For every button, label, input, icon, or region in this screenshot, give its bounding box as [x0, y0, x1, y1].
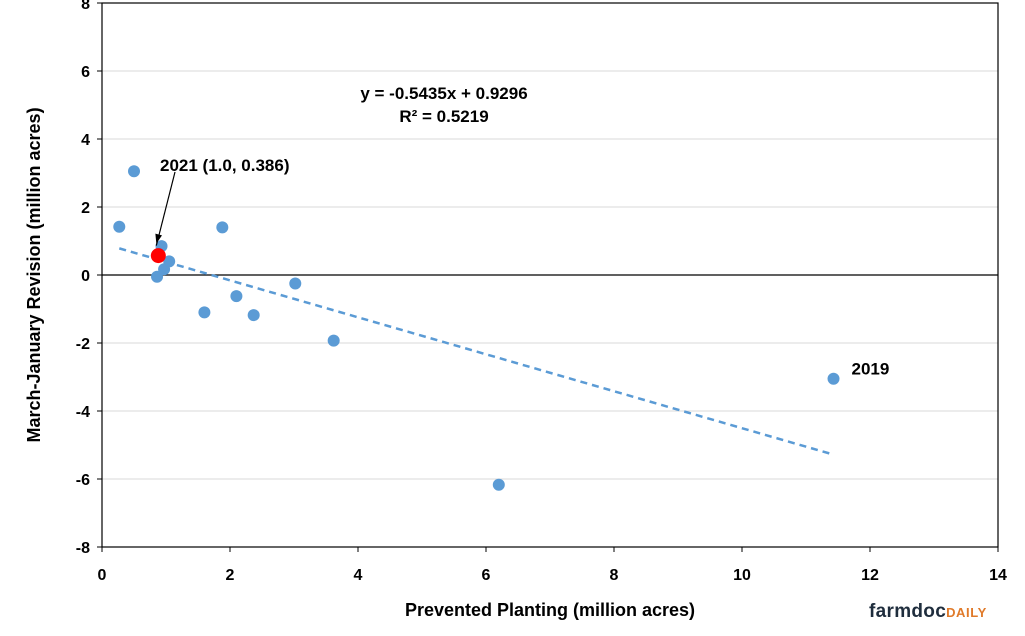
- y-tick-label: 8: [81, 0, 90, 13]
- data-point: [289, 277, 302, 290]
- x-tick-label: 8: [610, 567, 619, 584]
- x-tick-label: 10: [733, 567, 751, 584]
- data-point: [198, 306, 211, 319]
- y-axis-title: March-January Revision (million acres): [24, 107, 44, 442]
- data-point: [163, 255, 176, 268]
- logo-main: farmdoc: [869, 601, 947, 622]
- trendline: [118, 247, 834, 456]
- x-tick-label: 0: [98, 567, 107, 584]
- y-tick-label: 2: [81, 200, 90, 217]
- data-point: [113, 220, 126, 233]
- data-point: [327, 334, 340, 347]
- data-point: [128, 165, 140, 178]
- farmdoc-daily-logo: farmdocDAILY: [869, 601, 987, 623]
- x-axis-title: Prevented Planting (million acres): [405, 600, 695, 620]
- point-labels: 2019: [852, 360, 890, 379]
- data-point: [151, 270, 164, 283]
- data-point: [492, 478, 505, 491]
- y-tick-label: -8: [76, 540, 90, 557]
- annotation-arrow: [155, 171, 176, 246]
- x-tick-labels: 0 2 4 6 8 10 12 14: [98, 567, 1007, 584]
- data-point: [827, 372, 840, 385]
- x-tick-label: 14: [989, 567, 1007, 584]
- y-tick-label: 0: [81, 268, 90, 285]
- point-label: 2019: [852, 360, 890, 379]
- y-tick-label: 6: [81, 64, 90, 81]
- x-tick-label: 12: [861, 567, 879, 584]
- y-tick-labels: -8 -6 -4 -2 0 2 4 6 8: [76, 0, 90, 557]
- trendline-equation: y = -0.5435x + 0.9296: [360, 84, 527, 103]
- highlight-label: 2021 (1.0, 0.386): [160, 156, 289, 175]
- highlight-point-2021: [150, 248, 166, 264]
- x-tick-label: 4: [354, 567, 363, 584]
- annotation-arrow-head: [155, 233, 163, 244]
- data-point: [247, 309, 260, 322]
- data-point: [216, 221, 229, 234]
- x-tick-label: 6: [482, 567, 491, 584]
- gridlines: [97, 2, 999, 552]
- y-tick-label: 4: [81, 132, 90, 149]
- y-tick-label: -2: [76, 336, 90, 353]
- data-point: [230, 290, 243, 303]
- x-tick-label: 2: [226, 567, 235, 584]
- y-tick-label: -4: [76, 404, 90, 421]
- logo-suffix: DAILY: [946, 605, 987, 620]
- y-tick-label: -6: [76, 472, 90, 489]
- data-points: [113, 165, 840, 491]
- r-squared: R² = 0.5219: [399, 107, 488, 126]
